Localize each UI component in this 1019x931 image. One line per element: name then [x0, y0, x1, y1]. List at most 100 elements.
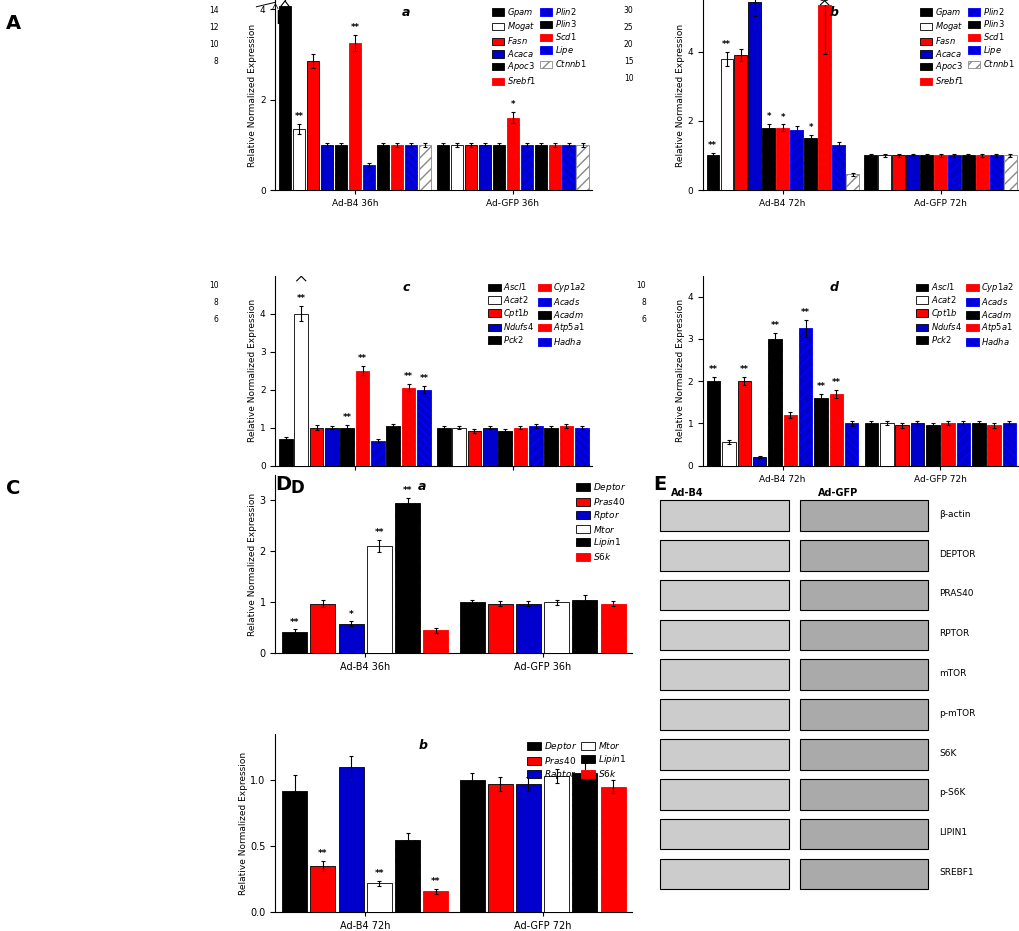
Bar: [460, 602, 484, 654]
Bar: [879, 424, 893, 466]
Bar: [572, 600, 597, 654]
Text: **: **: [800, 308, 809, 317]
Bar: [748, 2, 760, 190]
Bar: [961, 155, 974, 190]
Text: SREBF1: SREBF1: [938, 868, 973, 877]
Bar: [846, 174, 858, 190]
Bar: [482, 427, 496, 466]
Bar: [310, 427, 323, 466]
Bar: [417, 389, 430, 466]
Bar: [371, 440, 384, 466]
Text: **: **: [707, 141, 716, 150]
Bar: [340, 427, 354, 466]
Bar: [367, 884, 391, 912]
Bar: [338, 624, 363, 654]
Bar: [492, 144, 504, 190]
Bar: [363, 165, 375, 190]
Bar: [334, 144, 346, 190]
Text: C: C: [5, 479, 19, 498]
Text: 8: 8: [213, 57, 218, 66]
Text: **: **: [721, 40, 731, 49]
Bar: [790, 129, 802, 190]
Bar: [767, 339, 781, 466]
Text: 15: 15: [624, 57, 633, 66]
Bar: [436, 144, 448, 190]
Text: LIPIN1: LIPIN1: [938, 829, 966, 837]
Bar: [721, 442, 735, 466]
Bar: [659, 699, 788, 730]
Text: **: **: [832, 378, 840, 386]
Bar: [450, 144, 463, 190]
Text: **: **: [431, 877, 440, 886]
Bar: [659, 779, 788, 810]
Bar: [659, 540, 788, 571]
Text: **: **: [280, 0, 289, 3]
Text: 14: 14: [209, 6, 218, 15]
Text: **: **: [297, 294, 306, 304]
Bar: [799, 659, 927, 690]
Bar: [971, 424, 984, 466]
Text: **: **: [819, 0, 828, 7]
Bar: [799, 620, 927, 650]
Bar: [804, 138, 816, 190]
Text: RPTOR: RPTOR: [938, 629, 968, 638]
Text: **: **: [815, 382, 824, 391]
Text: 10: 10: [624, 74, 633, 83]
Bar: [464, 144, 477, 190]
Bar: [737, 381, 750, 466]
Bar: [706, 155, 718, 190]
Bar: [762, 128, 774, 190]
Bar: [877, 155, 890, 190]
Bar: [436, 427, 450, 466]
Bar: [799, 779, 927, 810]
Text: **: **: [404, 372, 413, 381]
Bar: [659, 659, 788, 690]
Bar: [325, 427, 338, 466]
Text: **: **: [374, 869, 384, 878]
Bar: [956, 424, 969, 466]
Text: D: D: [290, 479, 304, 497]
Text: **: **: [294, 112, 304, 121]
Text: 10: 10: [209, 281, 218, 290]
Text: **: **: [419, 374, 428, 383]
Bar: [1004, 155, 1016, 190]
Bar: [799, 699, 927, 730]
Text: *: *: [510, 101, 515, 109]
Text: 10: 10: [209, 40, 218, 49]
Bar: [559, 425, 573, 466]
Text: 6: 6: [641, 316, 645, 324]
Bar: [506, 117, 519, 190]
Bar: [394, 503, 420, 654]
Bar: [659, 580, 788, 611]
Bar: [292, 128, 305, 190]
Bar: [478, 144, 490, 190]
Text: **: **: [358, 354, 367, 363]
Legend: $\it{Deptor}$, $\it{Pras40}$, $\it{Raptor}$, $\it{Mtor}$, $\it{Lipin1}$, $\it{S6: $\it{Deptor}$, $\it{Pras40}$, $\it{Rapto…: [525, 738, 628, 783]
Bar: [278, 2, 290, 190]
Bar: [386, 425, 399, 466]
Text: a: a: [401, 6, 410, 19]
Text: Ad-GFP: Ad-GFP: [817, 488, 857, 498]
Text: **: **: [351, 23, 359, 32]
Text: **: **: [739, 365, 748, 374]
Bar: [799, 858, 927, 889]
Text: DEPTOR: DEPTOR: [938, 549, 975, 559]
Bar: [390, 144, 403, 190]
Bar: [828, 394, 843, 466]
Bar: [919, 155, 931, 190]
Bar: [910, 424, 923, 466]
Text: A: A: [5, 14, 20, 33]
Bar: [832, 145, 844, 190]
Y-axis label: Relative Normalized Expression: Relative Normalized Expression: [248, 299, 257, 442]
Bar: [863, 155, 876, 190]
Bar: [348, 43, 361, 190]
Text: p-mTOR: p-mTOR: [938, 708, 974, 718]
Bar: [659, 818, 788, 849]
Bar: [320, 144, 333, 190]
Bar: [487, 784, 513, 912]
Bar: [310, 604, 335, 654]
Bar: [516, 784, 540, 912]
Bar: [659, 620, 788, 650]
Bar: [467, 431, 481, 466]
Bar: [572, 774, 597, 912]
